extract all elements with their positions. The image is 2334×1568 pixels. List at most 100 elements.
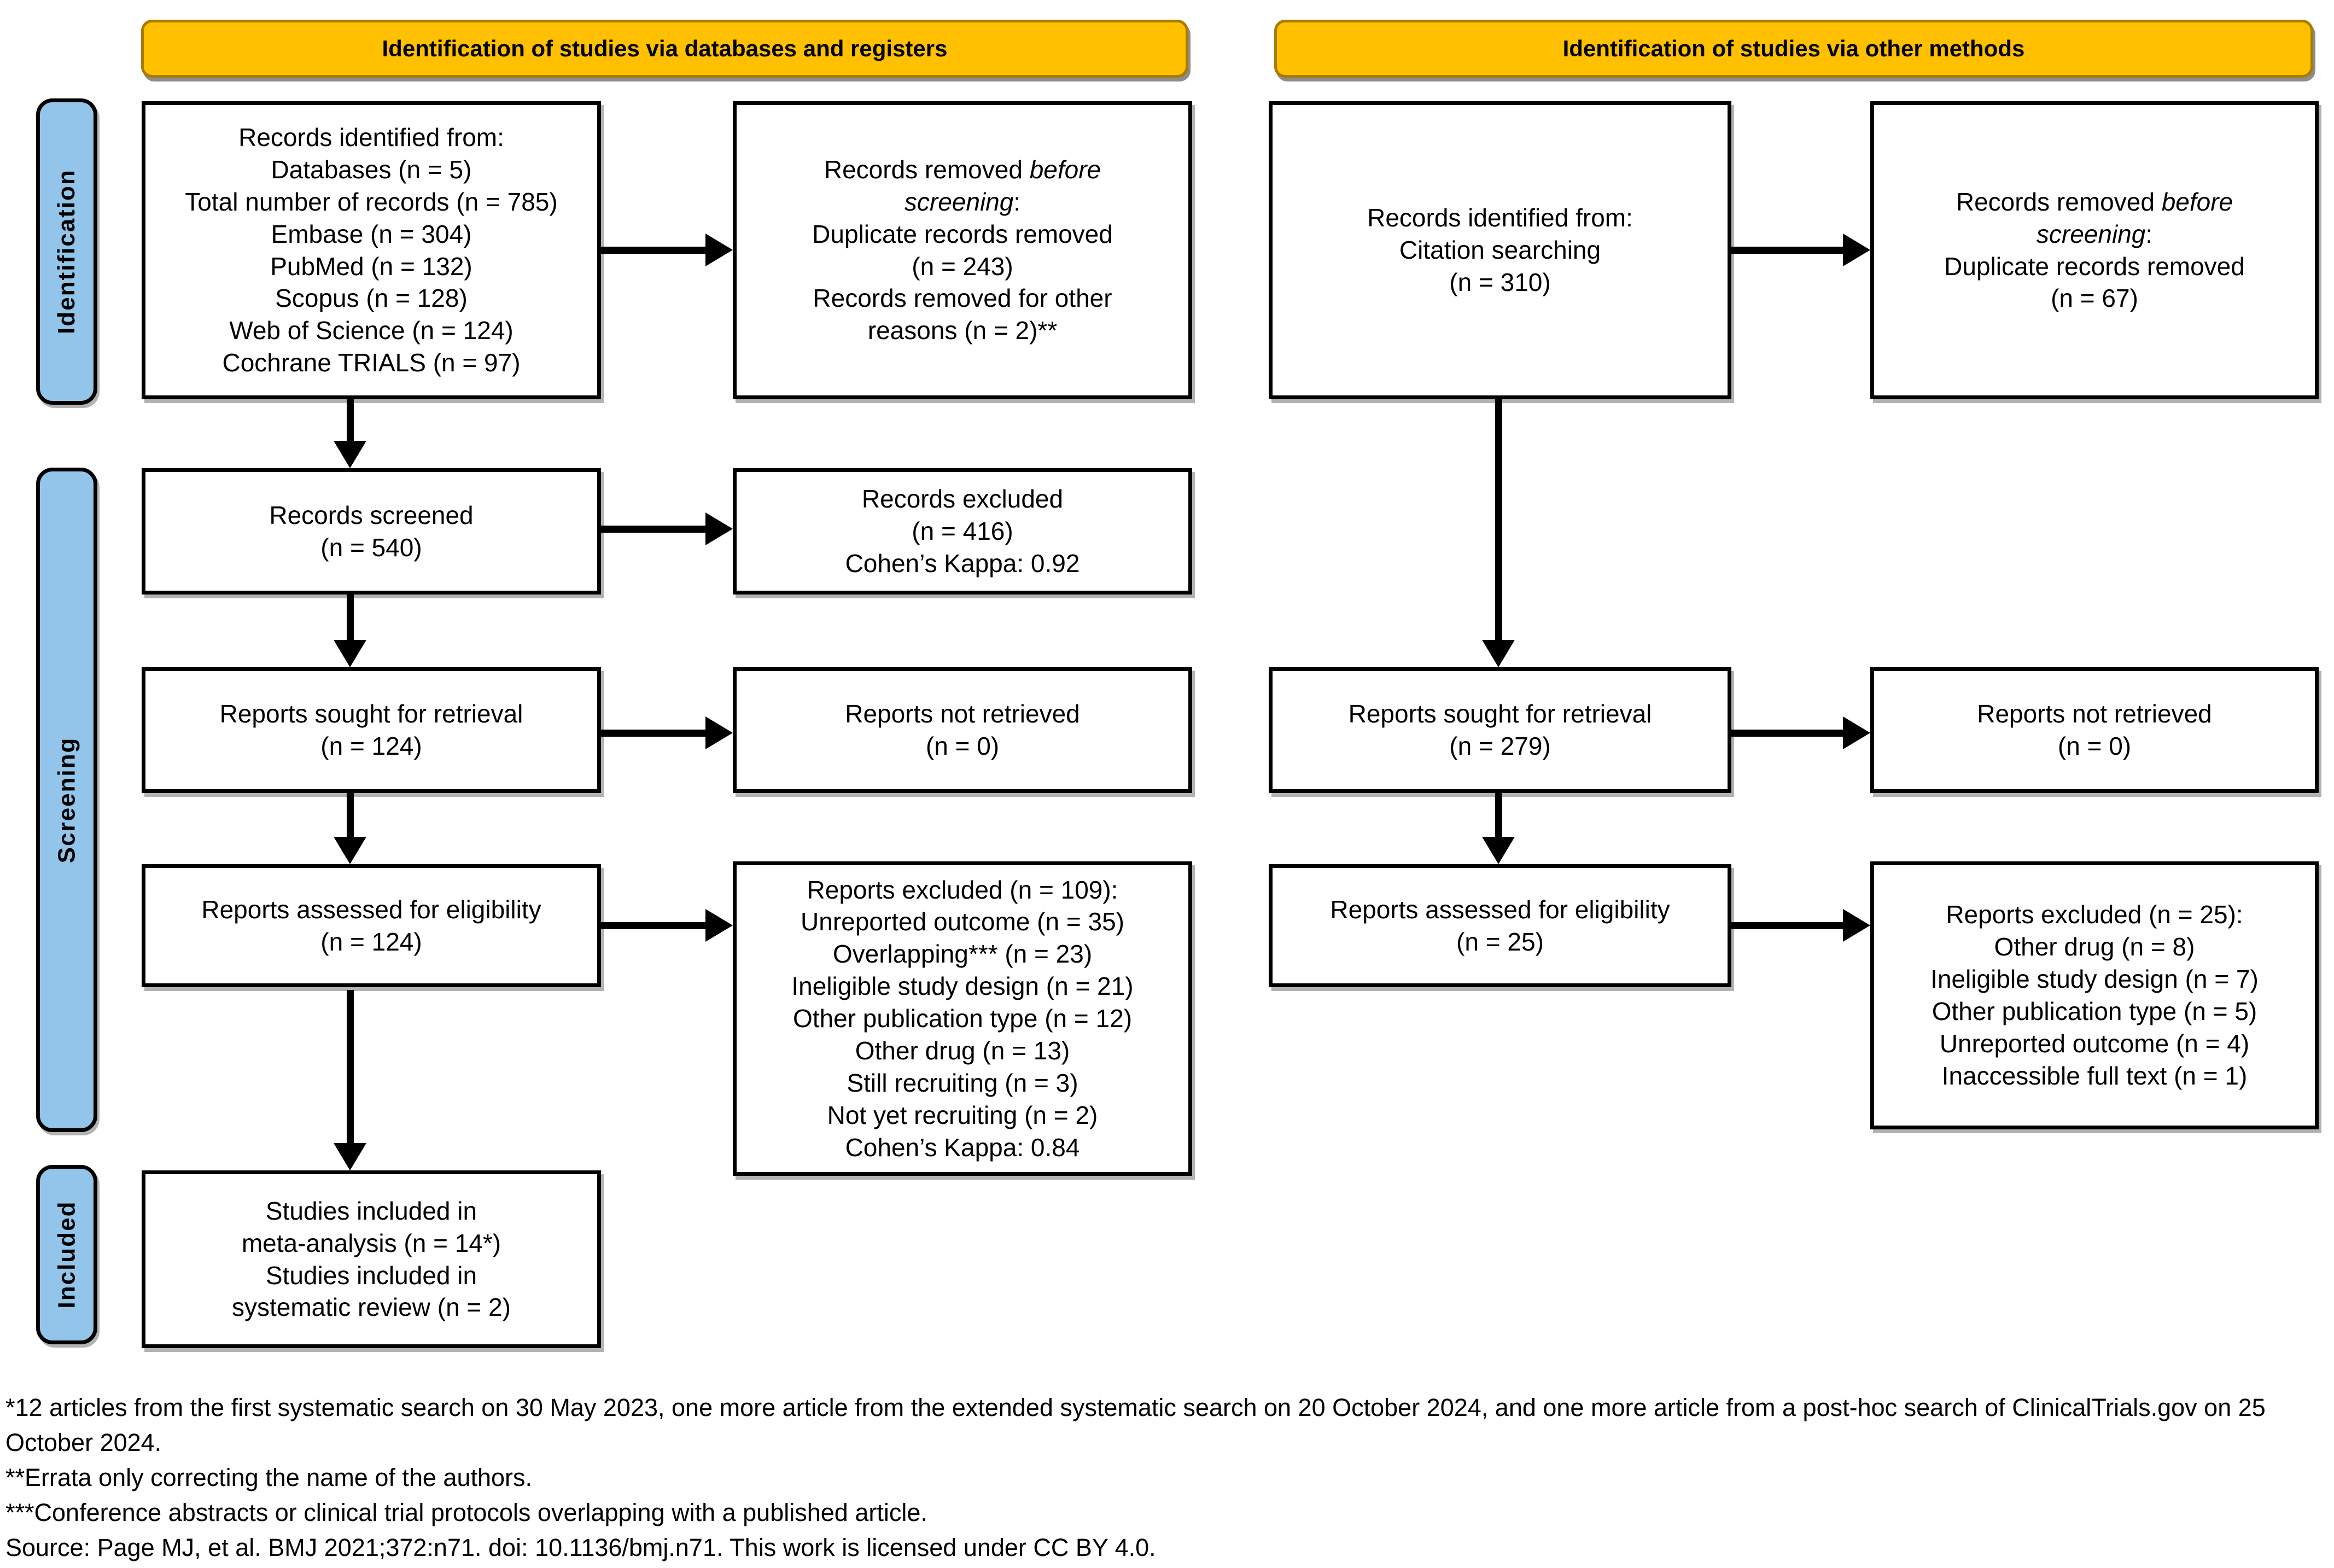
text-line: (n = 0) — [925, 732, 1000, 760]
arrow-sought-other-to-notretrieved-shaft — [1731, 730, 1843, 737]
text-line: PubMed (n = 132) — [270, 252, 472, 281]
text-line: Other publication type (n = 12) — [792, 1004, 1133, 1033]
text-line: reasons (n = 2)** — [867, 316, 1058, 345]
box-reports-not-retrieved-databases: Reports not retrieved (n = 0) — [733, 667, 1192, 793]
box-records-identified-databases: Records identified from: Databases (n = 5… — [142, 101, 601, 399]
text-line: Ineligible study design (n = 21) — [791, 972, 1134, 1001]
box-reports-sought-other: Reports sought for retrieval (n = 279) — [1269, 667, 1731, 793]
arrow-assessed-to-included-head — [334, 1143, 366, 1170]
header-other-methods: Identification of studies via other meth… — [1274, 20, 2313, 78]
text-line: systematic review (n = 2) — [232, 1293, 511, 1322]
text-line: Reports assessed for eligibility — [201, 895, 541, 924]
text-line: (n = 0) — [2057, 732, 2132, 760]
text-line: Databases (n = 5) — [271, 155, 472, 184]
footnotes: *12 articles from the first systematic s… — [5, 1390, 2329, 1565]
text-line: Reports excluded (n = 25): — [1946, 900, 2243, 929]
arrow-assessed-to-excluded-head — [705, 909, 733, 942]
text-line: Duplicate records removed — [812, 219, 1113, 248]
box-records-identified-citation: Records identified from: Citation searchi… — [1269, 101, 1731, 399]
box-reports-assessed-other: Reports assessed for eligibility (n = 25) — [1269, 864, 1731, 987]
text-line: Studies included in — [265, 1261, 477, 1290]
footnote-line: ***Conference abstracts or clinical tria… — [5, 1499, 927, 1526]
text-line: Records excluded — [861, 485, 1064, 514]
text-line: (n = 243) — [912, 252, 1013, 281]
arrow-screened-to-excluded-shaft — [601, 526, 705, 533]
stage-bar-identification: Identification — [36, 98, 97, 405]
arrow-assessed-other-to-excluded-shaft — [1731, 922, 1843, 929]
text-line: Other publication type (n = 5) — [1932, 997, 2257, 1025]
text-line: Web of Science (n = 124) — [229, 316, 514, 345]
text-line: Reports not retrieved — [845, 700, 1080, 728]
text-line: screening: — [904, 187, 1021, 216]
arrow-citation-to-sought-shaft — [1495, 399, 1502, 640]
text-line: (n = 540) — [320, 533, 422, 562]
text-line: Scopus (n = 128) — [275, 284, 468, 313]
text-line: (n = 25) — [1456, 927, 1544, 956]
text-line: Inaccessible full text (n = 1) — [1941, 1061, 2248, 1090]
arrow-sought-to-notretrieved-shaft — [601, 730, 705, 737]
text-line: Other drug (n = 13) — [855, 1036, 1070, 1065]
arrow-citation-to-sought-head — [1482, 640, 1515, 667]
text-line: Records removed for other — [813, 284, 1112, 313]
footnote-line: *12 articles from the first systematic s… — [5, 1394, 2266, 1456]
text-line: Total number of records (n = 785) — [185, 187, 558, 216]
text-line: Records screened — [269, 500, 474, 529]
arrow-sought-other-to-assessed-shaft — [1495, 793, 1502, 837]
arrow-assessed-other-to-excluded-head — [1843, 909, 1870, 942]
text-line: Not yet recruiting (n = 2) — [827, 1100, 1098, 1129]
arrow-citation-to-removed-head — [1843, 234, 1870, 266]
text-line: Reports sought for retrieval — [219, 700, 523, 728]
footnote-line: Source: Page MJ, et al. BMJ 2021;372:n71… — [5, 1534, 1156, 1561]
arrow-sought-to-assessed-shaft — [347, 793, 354, 837]
text-line: (n = 279) — [1449, 732, 1551, 760]
arrow-screened-to-sought-head — [334, 640, 366, 667]
text-line: Cohen’s Kappa: 0.84 — [845, 1133, 1080, 1162]
text-line: Cohen’s Kappa: 0.92 — [845, 549, 1080, 578]
arrow-identified-to-removed-head — [705, 234, 733, 266]
text-line: Records identified from: — [1367, 203, 1633, 232]
arrow-citation-to-removed-shaft — [1731, 247, 1843, 254]
text-line: Studies included in — [265, 1196, 477, 1225]
text-line: Reports assessed for eligibility — [1330, 895, 1670, 924]
arrow-screened-to-excluded-head — [705, 512, 733, 545]
text-line: (n = 124) — [320, 732, 422, 760]
text-line: Embase (n = 304) — [271, 219, 472, 248]
text-line: Unreported outcome (n = 4) — [1939, 1029, 2250, 1058]
arrow-identified-to-screened-shaft — [347, 399, 354, 441]
text-line: Cochrane TRIALS (n = 97) — [222, 348, 521, 377]
text-line: Citation searching — [1399, 236, 1601, 265]
header-databases-registers: Identification of studies via databases … — [141, 20, 1188, 78]
arrow-sought-to-notretrieved-head — [705, 716, 733, 749]
arrow-sought-other-to-assessed-head — [1482, 837, 1515, 864]
box-reports-excluded-databases: Reports excluded (n = 109): Unreported ou… — [733, 861, 1192, 1176]
text-line: Unreported outcome (n = 35) — [801, 907, 1124, 936]
box-records-removed-before-screening-other: Records removed before screening: Duplicat… — [1870, 101, 2319, 399]
text-line: Records removed before — [1956, 187, 2233, 216]
text-line: Duplicate records removed — [1944, 252, 2245, 281]
arrow-screened-to-sought-shaft — [347, 594, 354, 640]
text-line: Records removed before — [824, 155, 1101, 184]
arrow-sought-to-assessed-head — [334, 837, 366, 864]
stage-label-screening: Screening — [53, 737, 80, 863]
arrow-sought-other-to-notretrieved-head — [1843, 716, 1870, 749]
text-line: Reports excluded (n = 109): — [807, 875, 1118, 904]
footnote-line: **Errata only correcting the name of the… — [5, 1464, 533, 1491]
arrow-identified-to-screened-head — [334, 441, 366, 468]
box-reports-assessed-databases: Reports assessed for eligibility (n = 124… — [142, 864, 601, 987]
text-line: Still recruiting (n = 3) — [847, 1068, 1078, 1097]
box-reports-sought-databases: Reports sought for retrieval (n = 124) — [142, 667, 601, 793]
stage-label-identification: Identification — [53, 169, 80, 334]
text-line: meta-analysis (n = 14*) — [241, 1228, 501, 1257]
box-reports-not-retrieved-other: Reports not retrieved (n = 0) — [1870, 667, 2319, 793]
arrow-identified-to-removed-shaft — [601, 247, 705, 254]
text-line: (n = 416) — [912, 517, 1013, 546]
header-databases-label: Identification of studies via databases … — [382, 36, 948, 61]
text-line: Other drug (n = 8) — [1994, 932, 2195, 961]
box-studies-included: Studies included in meta-analysis (n = 14… — [142, 1170, 601, 1348]
text-line: (n = 310) — [1449, 267, 1551, 296]
text-line: screening: — [2036, 219, 2153, 248]
text-line: Reports not retrieved — [1977, 700, 2212, 728]
box-records-screened: Records screened (n = 540) — [142, 468, 601, 594]
text-line: Overlapping*** (n = 23) — [832, 940, 1093, 969]
